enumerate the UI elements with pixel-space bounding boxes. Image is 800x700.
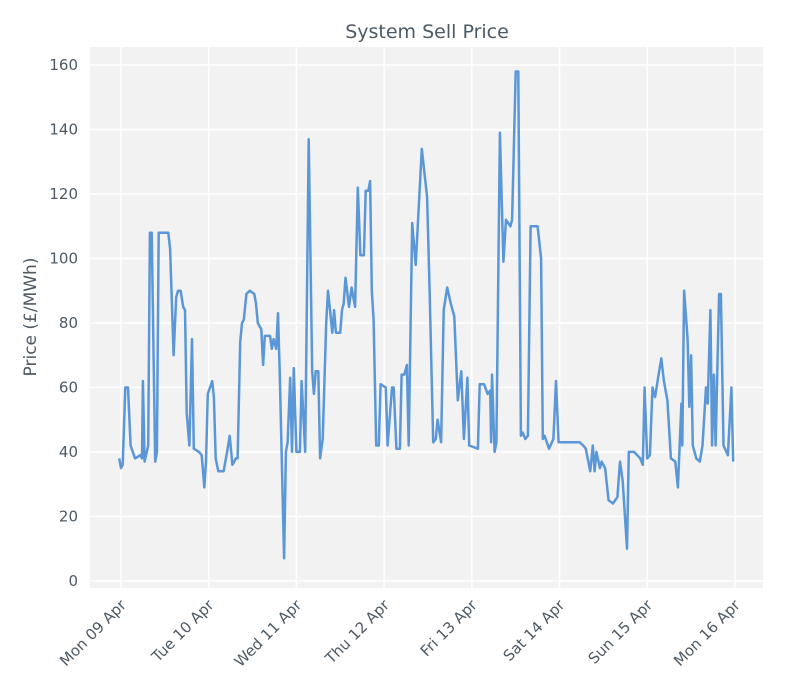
y-tick-label: 40 (59, 443, 78, 461)
y-tick-label: 20 (59, 507, 78, 525)
y-axis-label: Price (£/MWh) (21, 258, 41, 377)
x-tick-label: Mon 09 Apr (56, 596, 130, 670)
x-tick-label: Wed 11 Apr (231, 596, 306, 671)
y-tick-label: 140 (49, 121, 78, 139)
y-tick-label: 100 (49, 249, 78, 267)
y-tick-label: 160 (49, 56, 78, 74)
y-tick-label: 80 (59, 314, 78, 332)
x-tick-label: Mon 16 Apr (670, 596, 744, 670)
y-tick-label: 0 (68, 572, 78, 590)
x-tick-label: Sat 14 Apr (500, 596, 569, 665)
x-tick-label: Thu 12 Apr (321, 596, 394, 669)
x-tick-label: Tue 10 Apr (147, 596, 218, 667)
plot-area (90, 47, 763, 588)
x-tick-label: Fri 13 Apr (417, 596, 482, 661)
y-tick-label: 120 (49, 185, 78, 203)
price-line (117, 70, 735, 560)
x-tick-label: Sun 15 Apr (585, 596, 657, 668)
y-tick-label: 60 (59, 378, 78, 396)
chart-title: System Sell Price (345, 21, 509, 43)
